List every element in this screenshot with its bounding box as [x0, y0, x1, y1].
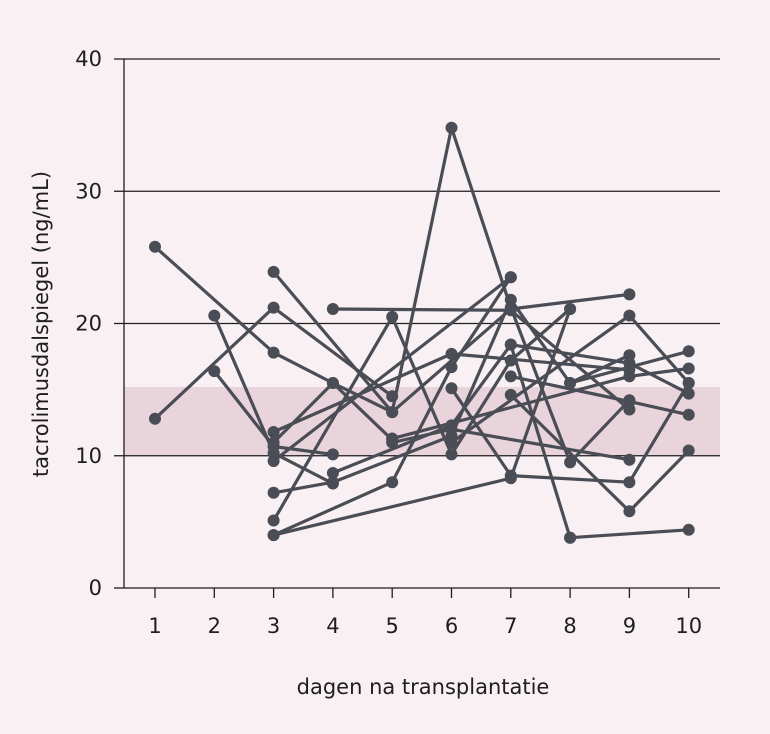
- series-line: [272, 275, 512, 463]
- data-point: [504, 304, 517, 317]
- series-line: [332, 343, 572, 539]
- x-tick-label-3: 3: [267, 614, 280, 638]
- data-point: [504, 338, 517, 351]
- data-point: [564, 302, 577, 315]
- data-point: [267, 425, 280, 438]
- data-point: [504, 271, 517, 284]
- data-point: [445, 361, 458, 374]
- x-tick-label-5: 5: [386, 614, 399, 638]
- data-point: [623, 288, 636, 301]
- data-point: [386, 310, 399, 323]
- series-line: [569, 349, 690, 385]
- data-point: [326, 448, 339, 461]
- data-point: [623, 505, 636, 518]
- y-tick-label-10: 10: [75, 444, 102, 468]
- data-point: [623, 476, 636, 489]
- data-point: [504, 370, 517, 383]
- data-point: [564, 456, 577, 469]
- series-20: [504, 388, 695, 518]
- x-axis-label: dagen na transplantatie: [297, 675, 550, 699]
- data-point: [682, 387, 695, 400]
- x-tick-label-10: 10: [675, 614, 702, 638]
- data-point: [149, 240, 161, 253]
- series-21: [564, 523, 695, 544]
- data-point: [445, 121, 458, 134]
- series-line: [569, 528, 689, 540]
- series-19: [504, 370, 695, 421]
- data-point: [267, 486, 280, 499]
- data-point: [326, 466, 339, 479]
- data-point: [386, 406, 399, 419]
- data-point: [267, 346, 280, 359]
- data-point: [267, 301, 280, 314]
- data-point: [682, 408, 695, 421]
- data-point: [326, 377, 339, 390]
- data-point: [682, 444, 695, 457]
- x-tick-label-1: 1: [148, 614, 161, 638]
- x-tick-label-8: 8: [563, 614, 576, 638]
- x-tick-label-6: 6: [445, 614, 458, 638]
- data-point: [623, 395, 636, 408]
- data-point: [682, 377, 695, 390]
- data-point: [208, 365, 221, 378]
- series-23: [386, 362, 695, 445]
- series-line: [273, 298, 631, 495]
- data-point: [623, 309, 636, 322]
- data-point: [267, 455, 280, 468]
- data-point: [445, 347, 458, 360]
- data-point: [682, 345, 695, 358]
- y-tick-label-0: 0: [89, 576, 102, 600]
- data-point: [386, 432, 399, 445]
- y-axis-label: tacrolimusdalspiegel (ng/mL): [29, 171, 53, 477]
- data-point: [386, 476, 399, 489]
- x-tick-label-7: 7: [504, 614, 517, 638]
- data-point: [623, 453, 636, 466]
- data-point: [682, 362, 695, 375]
- data-point: [267, 265, 280, 278]
- data-point: [445, 423, 458, 436]
- y-tick-label-20: 20: [75, 312, 102, 336]
- data-point: [445, 436, 458, 449]
- data-point: [445, 382, 458, 395]
- series-line: [272, 270, 630, 414]
- data-point: [445, 448, 458, 461]
- x-tick-label-4: 4: [326, 614, 339, 638]
- data-point: [149, 412, 161, 425]
- data-point: [267, 514, 280, 527]
- series-group: [149, 121, 695, 544]
- series-line: [272, 276, 513, 537]
- y-tick-label-30: 30: [75, 179, 102, 203]
- data-point: [208, 309, 221, 322]
- data-point: [326, 476, 339, 489]
- data-point: [326, 302, 339, 315]
- y-tick-label-40: 40: [75, 47, 102, 71]
- x-tick-label-9: 9: [623, 614, 636, 638]
- data-point: [564, 531, 577, 544]
- series-line: [153, 245, 394, 442]
- data-point: [682, 523, 695, 536]
- data-point: [504, 388, 517, 401]
- x-axis-ticks: 1 2 3 4 5 6 7 8 9 10: [148, 588, 702, 638]
- x-tick-label-2: 2: [208, 614, 221, 638]
- data-point: [623, 370, 636, 383]
- data-point: [267, 436, 280, 449]
- data-point: [504, 469, 517, 482]
- data-point: [267, 529, 280, 542]
- series-9: [267, 121, 636, 469]
- data-point: [564, 377, 577, 390]
- series-line: [450, 382, 691, 484]
- series-22: [564, 345, 695, 390]
- y-axis-ticks: 0 10 20 30 40: [75, 47, 124, 600]
